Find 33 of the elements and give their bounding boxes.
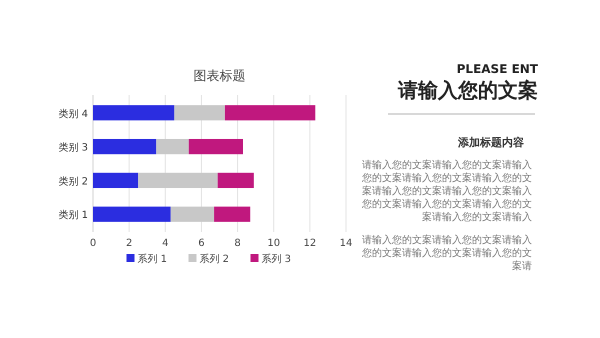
x-tick-label: 12 [303, 238, 316, 249]
legend-label: 系列 3 [262, 253, 292, 265]
text: PLEASE ENT [456, 62, 539, 76]
x-tick-label: 0 [90, 238, 96, 249]
text: 添加标题内容 [457, 136, 524, 149]
bar [156, 138, 189, 154]
x-tick-label: 4 [162, 238, 168, 249]
text: 请输入您的文案请输入您的文案请输入您的文案请输入您的文案请输入您的文案请输入您的文案请输入您的文案输入您的文案请输入您的文案请输入您的文案请输入您的文案请输入 [361, 159, 532, 223]
bar [224, 105, 316, 120]
bar [93, 138, 156, 154]
y-tick-label: 类别 2 [58, 175, 88, 188]
y-tick-label: 类别 1 [58, 209, 88, 222]
legend-label: 系列 2 [200, 253, 230, 265]
bar [138, 172, 218, 188]
bar [93, 206, 171, 222]
y-tick-label: 类别 4 [58, 108, 88, 120]
bar [188, 138, 243, 154]
bar [93, 105, 174, 120]
text: 请输入您的文案 [397, 78, 538, 102]
bar [93, 172, 138, 188]
x-tick-label: 8 [234, 238, 241, 249]
y-tick-label: 类别 3 [58, 142, 88, 154]
bar [218, 172, 254, 188]
bar [214, 206, 250, 222]
x-tick-label: 2 [126, 238, 132, 249]
x-tick-label: 14 [340, 238, 352, 249]
x-tick-label: 6 [198, 238, 205, 249]
x-tick-label: 10 [267, 238, 280, 249]
legend-label: 系列 1 [138, 253, 168, 265]
text: 请输入您的文案请输入您的文案请输入您的文案请输入您的文案请输入您的文案请 [361, 234, 532, 272]
bar [170, 206, 214, 222]
chart-title: 图表标题 [194, 69, 246, 84]
bar [174, 105, 225, 120]
